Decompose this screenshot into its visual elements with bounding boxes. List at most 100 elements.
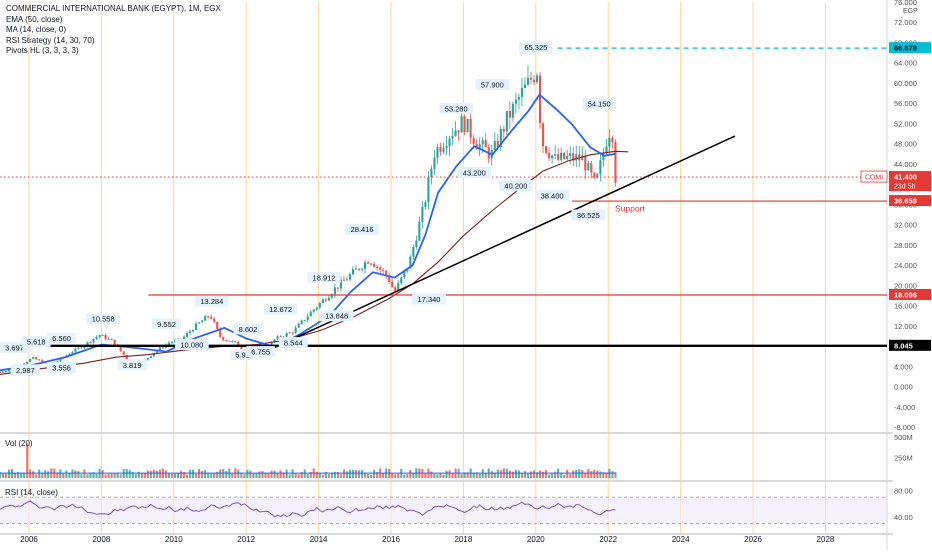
volume-bar [267,472,270,478]
y-tick-label: 56.000 [894,99,917,108]
pivot-label-text: 2.987 [16,366,35,375]
candle-body [469,119,472,138]
volume-bar [83,469,86,478]
volume-bar [216,471,219,478]
volume-bar [545,470,548,478]
y-tick-label: 28.000 [894,241,917,250]
candle-body [74,348,77,353]
volume-bar [176,473,180,478]
candle-body [222,336,225,341]
candle-body [207,316,210,318]
candle-body [596,174,599,178]
candle-body [173,340,177,342]
rsi-band [0,497,887,524]
candle-body [276,336,279,340]
candle-body [502,128,505,132]
candle-body [149,356,152,359]
x-tick-label: 2026 [744,535,762,544]
volume-bar [71,469,74,478]
volume-bar [593,469,596,478]
candle-body [279,336,282,338]
volume-bar [249,470,252,478]
candle-body [593,172,596,178]
volume-bar [167,473,171,478]
volume-bar [542,471,545,478]
pivot-label-text: 57.900 [481,80,504,89]
volume-bar [590,470,593,478]
candle-body [403,270,406,278]
pivot-label: 17.340 [412,293,446,305]
volume-bar [584,472,587,478]
volume-bar [170,473,174,478]
candle-body [360,268,364,270]
pivot-label: 18.912 [307,271,341,283]
volume-bar [532,470,536,478]
candle-body [219,328,222,337]
volume-bar [128,470,131,478]
pivot-label-text: 9.552 [157,320,176,329]
volume-bar [252,473,255,478]
pivot-label-text: 40.200 [504,182,527,191]
volume-bar [448,470,451,478]
volume-bar [342,469,345,478]
candle-body [41,360,44,364]
candle-body [545,146,548,153]
volume-bar [511,471,514,478]
candle-body [523,84,527,89]
pivot-label-bg [571,209,606,221]
volume-bar [282,472,285,478]
volume-bar [134,474,137,478]
symbol-tag: COMI [860,170,888,183]
candle-body [448,138,451,147]
volume-bar [110,473,113,478]
volume-bar [23,472,26,478]
candle-body [400,277,403,284]
chart-legend: COMMERCIAL INTERNATIONAL BANK (EGYPT), 1… [6,4,221,57]
candle-body [535,75,539,83]
candle-body [587,163,590,171]
price-tag-countdown: 23d 5h [894,184,916,191]
volume-bar [89,472,92,478]
volume-bar [394,474,397,478]
pivot-label-bg [47,332,77,344]
volume-bar [47,471,50,478]
candle-body [367,262,370,264]
candle-body [463,116,466,133]
price-tag-text: 8.045 [894,341,913,350]
candle-body [575,154,578,161]
candle-body [602,153,605,161]
volume-bar [204,470,207,478]
y-tick-label: -8.000 [894,423,915,432]
candle-body [566,155,569,159]
pivot-label-bg [475,78,510,90]
pivot-label-bg [412,293,446,305]
volume-bar [185,474,189,478]
volume-bar [285,469,288,478]
volume-bar [225,471,228,478]
candle-body [457,130,460,133]
volume-bar [288,474,291,478]
pivot-label: 3.819 [117,359,147,371]
pivot-label: 13.284 [194,295,229,307]
volume-bar [321,474,324,478]
volume-bar [291,469,294,478]
candle-body [291,332,294,334]
x-tick-label: 2010 [165,535,183,544]
candle-body [330,294,333,298]
candle-body [560,152,563,160]
volume-bar [367,474,370,478]
volume-bar [508,470,511,478]
pivot-label-text: 8.544 [284,339,303,348]
volume-bar [294,473,297,478]
candle-body [421,206,424,222]
volume-bar [354,469,358,478]
volume-bar [611,471,614,478]
candle-body [599,160,602,175]
volume-bar [137,471,140,478]
pivot-label: 10.080 [175,339,209,351]
y-tick-label: 76.000 [894,0,917,7]
pivot-label-bg [457,167,492,179]
x-tick-label: 2028 [817,535,835,544]
volume-bar [364,472,367,478]
